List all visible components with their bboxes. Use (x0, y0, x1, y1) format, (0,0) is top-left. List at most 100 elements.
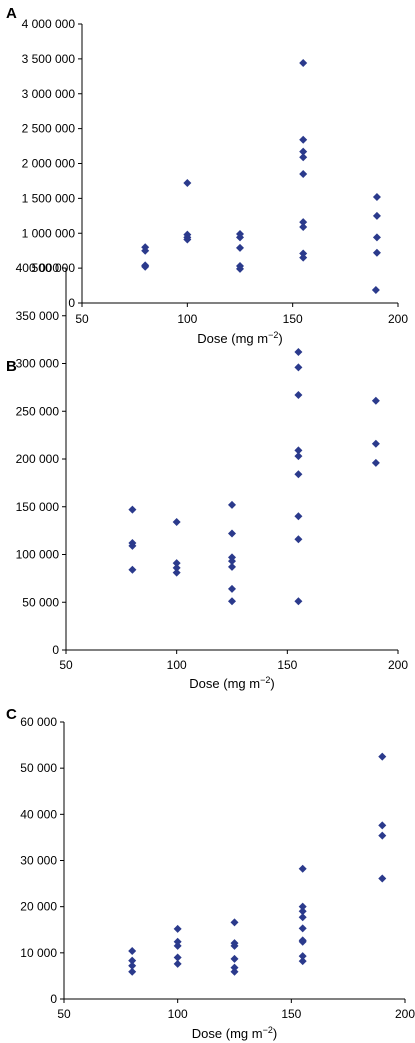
y-tick-label: 300 000 (16, 357, 60, 371)
y-tick-label: 1 500 000 (22, 191, 76, 205)
data-point-diamond (173, 941, 182, 950)
panel-label: C (6, 706, 17, 723)
x-axis-title: Dose (mg m−2) (192, 1025, 277, 1041)
data-point-diamond (299, 222, 308, 231)
data-point-diamond (372, 233, 381, 242)
x-tick-label: 200 (388, 658, 408, 672)
data-point-diamond (173, 959, 182, 968)
data-point-diamond (230, 918, 239, 927)
x-tick-label: 50 (57, 1007, 71, 1021)
data-point-diamond (299, 153, 308, 162)
data-point-diamond (371, 458, 380, 467)
data-point-diamond (228, 562, 236, 571)
data-point-diamond (371, 285, 380, 294)
data-point-diamond (299, 147, 308, 156)
panel-c: C 0 10 000 20 000 30 000 40 000 50 000 60 000 50… (6, 706, 415, 1041)
data-point-diamond (299, 169, 308, 178)
y-tick-label: 500 000 (32, 261, 76, 275)
panel-b: B 0 50 000 100 000 150 000 200 000 250 000 300 … (6, 261, 408, 691)
data-point-diamond (236, 243, 244, 252)
data-point-diamond (299, 135, 308, 144)
data-point-diamond (183, 179, 192, 188)
data-point-diamond (294, 391, 303, 400)
data-point-diamond (172, 563, 181, 572)
data-point-diamond (378, 831, 387, 840)
data-point-diamond (294, 348, 303, 357)
data-point-diamond (230, 963, 239, 972)
x-tick-label: 100 (177, 312, 197, 326)
data-point-diamond (294, 446, 303, 455)
data-point-diamond (236, 233, 244, 242)
y-tick-label: 400 000 (16, 261, 60, 275)
y-tick-label: 200 000 (16, 452, 60, 466)
data-point-diamond (141, 262, 150, 271)
data-point-diamond (228, 557, 236, 566)
data-point-diamond (378, 752, 387, 761)
y-tick-label: 350 000 (16, 309, 60, 323)
x-axis-title: Dose (mg m−2) (189, 675, 274, 691)
y-tick-label: 1 000 000 (22, 226, 76, 240)
x-tick-label: 50 (75, 312, 89, 326)
data-point-diamond (228, 597, 236, 606)
x-tick-label: 100 (168, 1007, 188, 1021)
y-tick-label: 0 (50, 992, 57, 1006)
data-point-diamond (372, 248, 381, 257)
panel-label: B (6, 358, 17, 375)
data-point-diamond (298, 937, 307, 946)
data-point-diamond (378, 821, 387, 830)
panel-label: A (6, 5, 17, 22)
data-point-diamond (298, 902, 307, 911)
x-tick-label: 150 (283, 312, 303, 326)
data-point-diamond (173, 924, 182, 933)
y-tick-label: 3 000 000 (22, 87, 76, 101)
y-tick-label: 20 000 (20, 900, 57, 914)
data-point-diamond (128, 565, 137, 574)
data-point-diamond (372, 211, 381, 220)
y-tick-label: 250 000 (16, 404, 60, 418)
data-point-diamond (128, 956, 137, 965)
data-point-diamond (236, 264, 244, 273)
panel-a: A 0 500 000 1 000 000 1 500 000 2 000 000 2 50… (6, 5, 408, 346)
x-tick-label: 50 (59, 658, 73, 672)
data-point-diamond (299, 218, 308, 227)
data-point-diamond (294, 512, 303, 521)
data-point-diamond (230, 954, 239, 963)
y-tick-label: 150 000 (16, 500, 60, 514)
data-point-diamond (371, 396, 380, 405)
y-tick-label: 2 000 000 (22, 157, 76, 171)
x-tick-label: 200 (395, 1007, 415, 1021)
data-point-diamond (172, 568, 181, 577)
data-point-diamond (230, 941, 239, 950)
x-tick-label: 150 (281, 1007, 301, 1021)
data-point-diamond (128, 946, 137, 955)
y-tick-label: 0 (68, 296, 75, 310)
data-point-diamond (128, 505, 137, 514)
data-point-diamond (299, 59, 308, 68)
x-tick-label: 200 (388, 312, 408, 326)
data-point-diamond (298, 864, 307, 873)
data-point-diamond (378, 874, 387, 883)
data-point-diamond (141, 246, 150, 255)
y-tick-label: 60 000 (20, 715, 57, 729)
data-point-diamond (173, 953, 182, 962)
y-tick-label: 40 000 (20, 807, 57, 821)
data-point-diamond (299, 253, 308, 262)
data-point-diamond (128, 541, 137, 550)
data-point-diamond (173, 937, 182, 946)
x-tick-label: 100 (167, 658, 187, 672)
y-tick-label: 4 000 000 (22, 17, 76, 31)
data-point-diamond (294, 597, 303, 606)
data-point-diamond (294, 452, 303, 461)
data-point-diamond (294, 363, 303, 372)
data-point-diamond (371, 439, 380, 448)
y-tick-label: 30 000 (20, 854, 57, 868)
y-tick-label: 10 000 (20, 946, 57, 960)
x-axis-title: Dose (mg m−2) (197, 330, 282, 346)
data-point-diamond (230, 967, 239, 976)
data-point-diamond (294, 535, 303, 544)
data-point-diamond (298, 924, 307, 933)
y-tick-label: 3 500 000 (22, 52, 76, 66)
data-point-diamond (228, 584, 236, 593)
data-point-diamond (172, 518, 181, 527)
